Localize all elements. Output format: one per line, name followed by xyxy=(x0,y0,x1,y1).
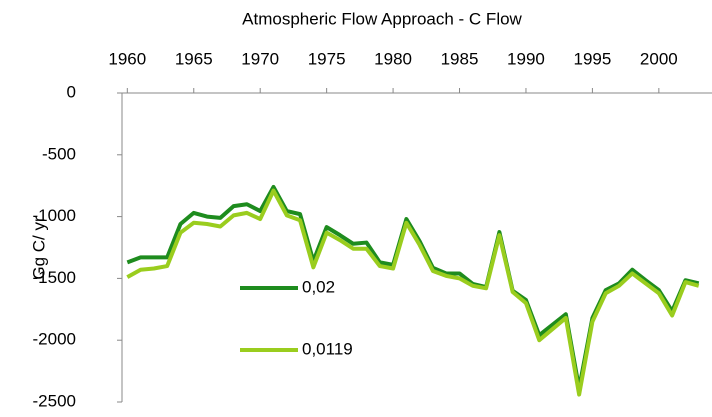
series-line xyxy=(126,188,700,397)
x-tick-label: 1995 xyxy=(573,49,611,68)
x-tick-label: 1975 xyxy=(308,49,346,68)
legend-label: 0,02 xyxy=(302,277,335,296)
y-tick-label: -1000 xyxy=(33,206,76,225)
chart-title: Atmospheric Flow Approach - C Flow xyxy=(242,9,522,28)
x-tick-label: 1960 xyxy=(108,49,146,68)
y-tick-label: -1500 xyxy=(33,268,76,287)
x-tick-label: 1965 xyxy=(175,49,213,68)
x-tick-label: 1970 xyxy=(241,49,279,68)
legend-label: 0,0119 xyxy=(302,339,353,358)
x-tick-label: 1985 xyxy=(441,49,479,68)
y-tick-label: -2500 xyxy=(33,391,76,410)
x-tick-label: 1980 xyxy=(374,49,412,68)
y-tick-label: -500 xyxy=(42,144,76,163)
y-tick-label: -2000 xyxy=(33,330,76,349)
y-axis-label: Gg C/ yr xyxy=(29,216,48,280)
x-tick-label: 1990 xyxy=(507,49,545,68)
x-tick-label: 2000 xyxy=(640,49,678,68)
y-tick-label: 0 xyxy=(67,82,76,101)
